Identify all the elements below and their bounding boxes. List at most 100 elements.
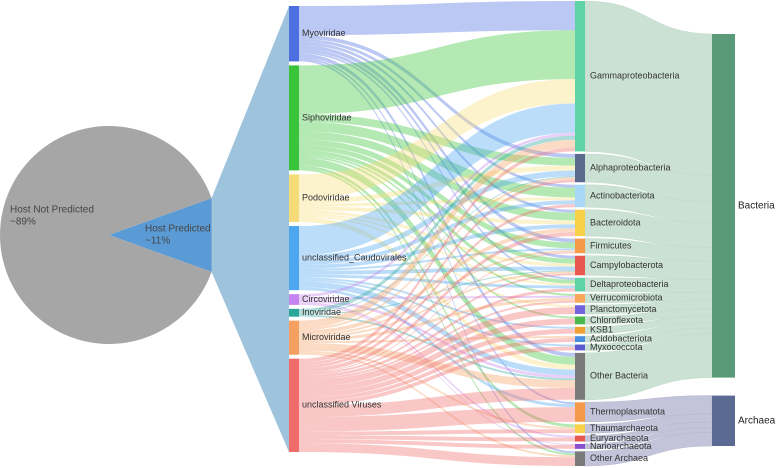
flow-link xyxy=(299,176,575,314)
virus-node xyxy=(289,226,299,291)
flow-link xyxy=(299,439,575,449)
flow-link xyxy=(299,307,575,387)
flow-link xyxy=(299,328,575,398)
flow-link xyxy=(299,435,575,442)
virus-label: Circoviridae xyxy=(302,294,350,304)
host-label: Thaumarchaeota xyxy=(590,423,658,433)
flow-link xyxy=(299,336,575,344)
flow-link xyxy=(299,103,575,256)
flow-link xyxy=(299,157,575,365)
flow-link xyxy=(299,139,575,329)
flow-link xyxy=(299,121,575,198)
virus-node xyxy=(289,358,299,452)
virus-node xyxy=(289,65,299,171)
pie-label: Host Not Predicted xyxy=(10,205,94,216)
flow-link xyxy=(299,338,575,402)
host-node xyxy=(575,184,585,208)
host-node xyxy=(575,255,585,276)
host-node xyxy=(575,1,585,152)
domain-flow xyxy=(584,0,713,176)
flow-link xyxy=(299,318,575,393)
flow-link xyxy=(299,281,575,376)
flow-link xyxy=(299,443,575,466)
host-node xyxy=(575,424,585,434)
host-label: Bacteroidota xyxy=(590,217,641,227)
flow-link xyxy=(299,57,575,405)
virus-node xyxy=(289,6,299,62)
flow-link xyxy=(299,179,575,366)
flow-link xyxy=(299,266,575,275)
virus-node xyxy=(289,174,299,223)
virus-label: unclassified_Caudovirales xyxy=(302,252,407,262)
flow-link xyxy=(299,170,575,262)
flow-link xyxy=(299,168,575,456)
domain-label: Bacteria xyxy=(738,200,775,211)
flow-link xyxy=(299,228,575,335)
host-label: Euryarchaeota xyxy=(590,433,649,443)
flow-link xyxy=(299,273,575,376)
pie-slice xyxy=(0,126,212,344)
flow-link xyxy=(299,297,575,342)
virus-label: Inoviridae xyxy=(302,307,341,317)
flow-link xyxy=(299,79,575,199)
host-label: Myxococcota xyxy=(590,342,643,352)
domain-label: Archaea xyxy=(738,415,776,426)
flow-link xyxy=(299,350,575,430)
flow-link xyxy=(299,314,575,381)
pie-slice xyxy=(109,198,218,272)
flow-link xyxy=(299,407,575,432)
flow-link xyxy=(299,252,575,374)
virus-node xyxy=(289,320,299,355)
virus-node xyxy=(289,308,299,317)
host-label: Nanoarchaeota xyxy=(590,441,652,451)
host-label: Other Bacteria xyxy=(590,371,648,381)
flow-link xyxy=(299,200,575,265)
flow-link xyxy=(299,206,575,225)
flow-link xyxy=(299,165,575,428)
flow-link xyxy=(299,215,575,308)
flow-link xyxy=(299,145,575,264)
flow-link xyxy=(299,53,575,357)
flow-link xyxy=(299,210,575,267)
host-node xyxy=(575,451,585,466)
flow-link xyxy=(299,301,575,438)
flow-link xyxy=(299,288,575,379)
flow-link xyxy=(299,224,575,269)
host-node xyxy=(575,238,585,254)
flow-link xyxy=(299,39,575,188)
flow-link xyxy=(299,232,575,373)
virus-label: Microviridae xyxy=(302,332,351,342)
host-label: Thermoplasmatota xyxy=(590,406,665,416)
domain-flow xyxy=(584,333,713,401)
host-node xyxy=(575,326,585,334)
flow-link xyxy=(299,274,575,289)
flow-link xyxy=(299,346,575,406)
pie-value-label: ~89% xyxy=(10,217,36,228)
domain-node xyxy=(712,34,735,378)
host-label: Actinobacteriota xyxy=(590,190,655,200)
connector xyxy=(211,6,289,452)
host-label: Firmicutes xyxy=(590,240,632,250)
links xyxy=(299,1,575,466)
flow-link xyxy=(299,279,575,347)
flow-link xyxy=(299,41,575,213)
host-node xyxy=(575,209,585,237)
flow-link xyxy=(299,139,575,249)
flow-link xyxy=(299,197,575,207)
host-label: Chloroflexota xyxy=(590,315,643,325)
flow-link xyxy=(299,300,575,381)
host-node xyxy=(575,336,585,343)
flow-link xyxy=(299,131,575,221)
flow-link xyxy=(299,59,575,454)
flow-link xyxy=(299,429,575,436)
host-node xyxy=(575,352,585,400)
flow-link xyxy=(299,155,575,319)
flow-link xyxy=(299,48,575,259)
flow-link xyxy=(299,1,575,36)
flow-link xyxy=(299,271,575,339)
flow-link xyxy=(299,51,575,280)
host-node xyxy=(575,316,585,325)
flow-link xyxy=(299,388,575,418)
virus-label: Podoviridae xyxy=(302,193,350,203)
